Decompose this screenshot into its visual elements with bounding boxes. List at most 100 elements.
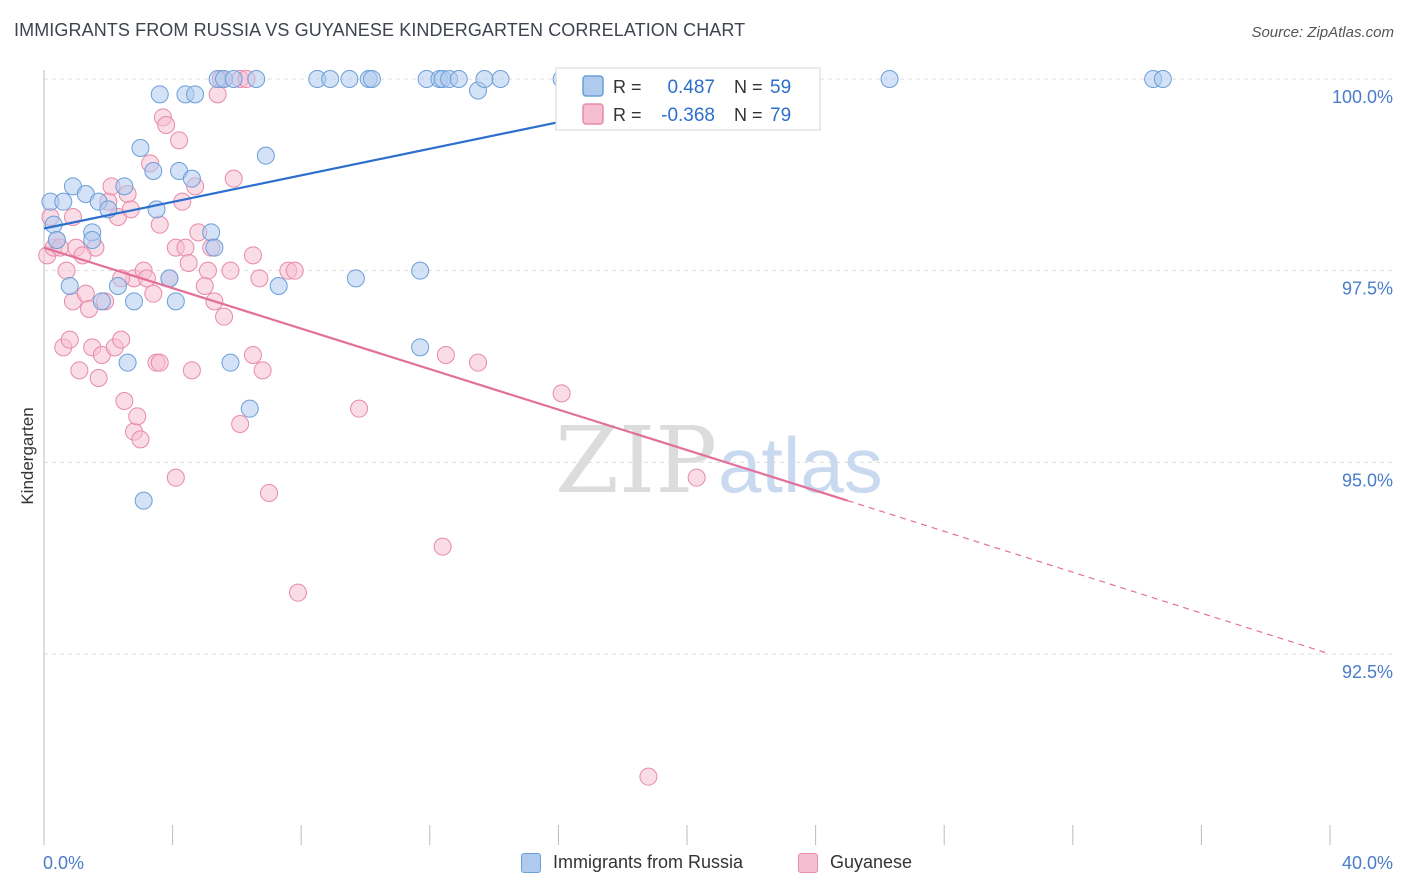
russia-point <box>411 261 430 280</box>
guyanese-point <box>552 384 571 403</box>
legend-guyanese[interactable]: Guyanese <box>798 852 912 873</box>
guyanese-trend-line <box>43 246 849 502</box>
guyanese-point <box>112 330 131 349</box>
russia-point <box>491 70 510 88</box>
stats-swatch-russia <box>582 75 604 97</box>
r-label-guyanese: R = <box>613 105 642 125</box>
guyanese-point <box>198 261 217 280</box>
russia-point <box>269 277 288 295</box>
russia-point <box>134 491 153 510</box>
russia-point <box>240 399 259 418</box>
guyanese-point <box>260 484 279 502</box>
stats-legend: R = 0.487 N = 59 R = -0.368 N = 79 <box>555 67 821 131</box>
guyanese-point <box>57 261 76 280</box>
guyanese-point <box>350 399 369 418</box>
russia-point <box>202 223 221 242</box>
russia-point <box>131 139 150 157</box>
guyanese-point <box>253 361 272 380</box>
russia-point <box>880 70 899 88</box>
legend-russia[interactable]: Immigrants from Russia <box>521 852 743 873</box>
russia-point <box>150 85 169 104</box>
russia-point <box>224 70 243 88</box>
guyanese-point <box>157 116 176 134</box>
guyanese-point <box>687 468 706 487</box>
guyanese-point <box>128 407 147 426</box>
russia-point <box>475 70 494 88</box>
guyanese-point <box>221 261 240 280</box>
guyanese-point <box>231 415 250 433</box>
legend-label-guyanese: Guyanese <box>830 852 913 872</box>
guyanese-point <box>285 261 304 280</box>
guyanese-point <box>144 284 163 303</box>
russia-point <box>83 231 102 249</box>
guyanese-point <box>70 361 89 380</box>
russia-point <box>321 70 340 88</box>
legend-swatch-guyanese <box>798 852 818 873</box>
russia-point <box>54 192 73 211</box>
guyanese-point <box>243 346 262 364</box>
guyanese-point <box>89 369 108 387</box>
russia-points <box>41 70 1172 510</box>
stats-swatch-guyanese <box>582 103 604 125</box>
guyanese-point <box>215 307 234 326</box>
russia-point <box>340 70 359 88</box>
russia-point <box>186 85 205 104</box>
russia-point <box>108 277 127 295</box>
russia-point <box>256 146 275 165</box>
guyanese-point <box>288 583 307 602</box>
guyanese-point <box>224 169 243 188</box>
russia-point <box>118 353 137 372</box>
guyanese-point <box>115 392 134 410</box>
x-tick-label: 40.0% <box>1342 853 1393 873</box>
chart-source: Source: ZipAtlas.com <box>1251 24 1394 41</box>
russia-point <box>449 70 468 88</box>
russia-point <box>182 169 201 188</box>
russia-point <box>60 277 79 295</box>
n-value-guyanese: 79 <box>770 105 791 126</box>
guyanese-point <box>208 85 227 104</box>
guyanese-point <box>150 215 169 234</box>
chart-title: IMMIGRANTS FROM RUSSIA VS GUYANESE KINDE… <box>14 20 746 40</box>
russia-point <box>125 292 144 311</box>
guyanese-point <box>60 330 79 349</box>
y-tick-label: 97.5% <box>1342 279 1393 299</box>
guyanese-point <box>436 346 455 364</box>
guyanese-point <box>433 537 452 556</box>
russia-point <box>144 162 163 180</box>
guyanese-points <box>38 70 706 786</box>
y-tick-label: 92.5% <box>1342 662 1393 682</box>
legend-label-russia: Immigrants from Russia <box>553 852 744 872</box>
russia-point <box>92 292 111 311</box>
russia-point <box>205 238 224 257</box>
n-label-russia: N = <box>734 77 763 97</box>
watermark-zip: ZIP <box>555 407 717 514</box>
guyanese-point <box>150 353 169 372</box>
guyanese-point <box>469 353 488 372</box>
guyanese-point <box>131 430 150 449</box>
russia-point <box>411 338 430 357</box>
russia-point <box>115 177 134 196</box>
guyanese-point <box>170 131 189 150</box>
russia-point <box>362 70 381 88</box>
grid-lines <box>44 78 1392 655</box>
guyanese-trend-extension <box>847 500 1331 655</box>
russia-point <box>47 231 66 249</box>
r-label-russia: R = <box>613 77 642 97</box>
n-value-russia: 59 <box>770 77 791 98</box>
guyanese-point <box>182 361 201 380</box>
n-label-guyanese: N = <box>734 105 763 125</box>
watermark-atlas: atlas <box>718 421 883 509</box>
guyanese-point <box>250 269 269 288</box>
legend-swatch-russia <box>521 852 541 873</box>
russia-point <box>346 269 365 288</box>
watermark: ZIP atlas <box>555 407 883 514</box>
guyanese-point <box>639 767 658 786</box>
russia-point <box>221 353 240 372</box>
russia-point <box>1153 70 1172 88</box>
russia-point <box>247 70 266 88</box>
x-tick-label: 0.0% <box>43 853 84 873</box>
y-axis-label: Kindergarten <box>18 407 37 504</box>
y-tick-label: 100.0% <box>1332 87 1393 107</box>
guyanese-point <box>166 468 185 487</box>
